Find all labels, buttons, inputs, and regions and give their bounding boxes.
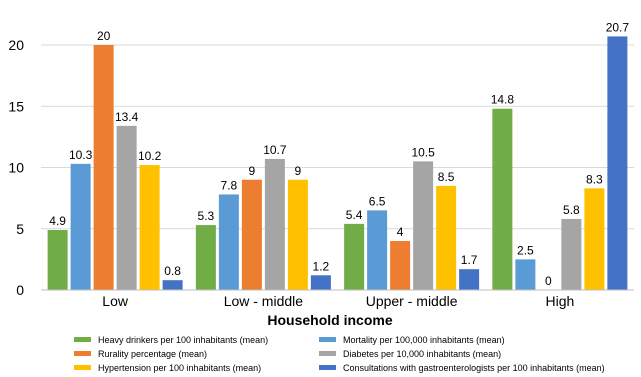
bar [310, 275, 331, 290]
bar [344, 223, 365, 290]
bar [584, 188, 605, 290]
bar [390, 241, 411, 290]
data-label: 7.8 [221, 178, 238, 192]
bar [515, 259, 536, 290]
x-tick-label: Upper - middle [366, 293, 458, 309]
bar [218, 194, 239, 290]
bar [93, 45, 114, 290]
data-label: 14.8 [491, 93, 515, 107]
x-axis-label: Household income [267, 312, 392, 328]
bar [287, 179, 308, 290]
data-label: 4.9 [49, 214, 66, 228]
data-label: 5.8 [563, 203, 580, 217]
bar [241, 179, 262, 290]
bar [162, 280, 183, 290]
data-label: 1.2 [313, 259, 330, 273]
legend: Heavy drinkers per 100 inhabitants (mean… [74, 335, 605, 373]
data-label: 0.8 [164, 264, 181, 278]
data-label: 8.3 [586, 172, 603, 186]
data-label: 4 [397, 225, 404, 239]
y-tick-label: 20 [8, 37, 24, 53]
data-label: 10.7 [263, 143, 287, 157]
data-labels: 4.9 10.3 20 13.4 10.2 0.8 5.3 7.8 9 10.7 9 1.2 5.4 6.… [49, 20, 629, 288]
legend-swatch [319, 337, 336, 342]
y-tick-label: 5 [16, 221, 24, 237]
legend-label: Hypertension per 100 inhabitants (mean) [98, 363, 261, 373]
data-label: 8.5 [438, 170, 455, 184]
y-tick-label: 15 [8, 98, 24, 114]
x-tick-label: High [545, 293, 574, 309]
legend-swatch [319, 365, 336, 370]
legend-swatch [74, 365, 91, 370]
x-tick-label: Low - middle [224, 293, 304, 309]
x-axis-ticks: Low Low - middle Upper - middle High [102, 293, 574, 309]
bars [47, 36, 628, 290]
bar [492, 108, 513, 290]
bar [116, 125, 137, 290]
bar [459, 269, 480, 290]
bar [47, 229, 68, 290]
y-axis-ticks: 0 5 10 15 20 [8, 37, 24, 298]
legend-label: Rurality percentage (mean) [98, 349, 207, 359]
data-label: 0 [545, 274, 552, 288]
data-label: 1.7 [461, 253, 478, 267]
data-label: 5.3 [198, 209, 215, 223]
bar [436, 185, 457, 290]
bar [264, 158, 285, 290]
bar [607, 36, 628, 290]
bar [367, 210, 388, 290]
legend-label: Mortality per 100,000 inhabitants (mean) [343, 335, 505, 345]
data-label: 10.5 [411, 145, 435, 159]
data-label: 20.7 [606, 20, 630, 34]
legend-swatch [74, 351, 91, 356]
bar [561, 218, 582, 290]
data-label: 9 [249, 164, 256, 178]
y-tick-label: 0 [16, 282, 24, 298]
data-label: 10.3 [69, 148, 93, 162]
bar [70, 163, 91, 290]
data-label: 13.4 [115, 110, 139, 124]
bar [139, 165, 160, 290]
y-tick-label: 10 [8, 160, 24, 176]
data-label: 9 [295, 164, 302, 178]
x-tick-label: Low [102, 293, 129, 309]
data-label: 20 [97, 29, 111, 43]
legend-label: Consultations with gastroenterologists p… [343, 363, 605, 373]
data-label: 6.5 [369, 194, 386, 208]
bar [413, 161, 434, 290]
data-label: 10.2 [138, 149, 162, 163]
legend-swatch [74, 337, 91, 342]
legend-label: Heavy drinkers per 100 inhabitants (mean… [98, 335, 268, 345]
legend-label: Diabetes per 10,000 inhabitants (mean) [343, 349, 501, 359]
data-label: 5.4 [346, 208, 363, 222]
bar [195, 225, 216, 290]
legend-swatch [319, 351, 336, 356]
data-label: 2.5 [517, 243, 534, 257]
